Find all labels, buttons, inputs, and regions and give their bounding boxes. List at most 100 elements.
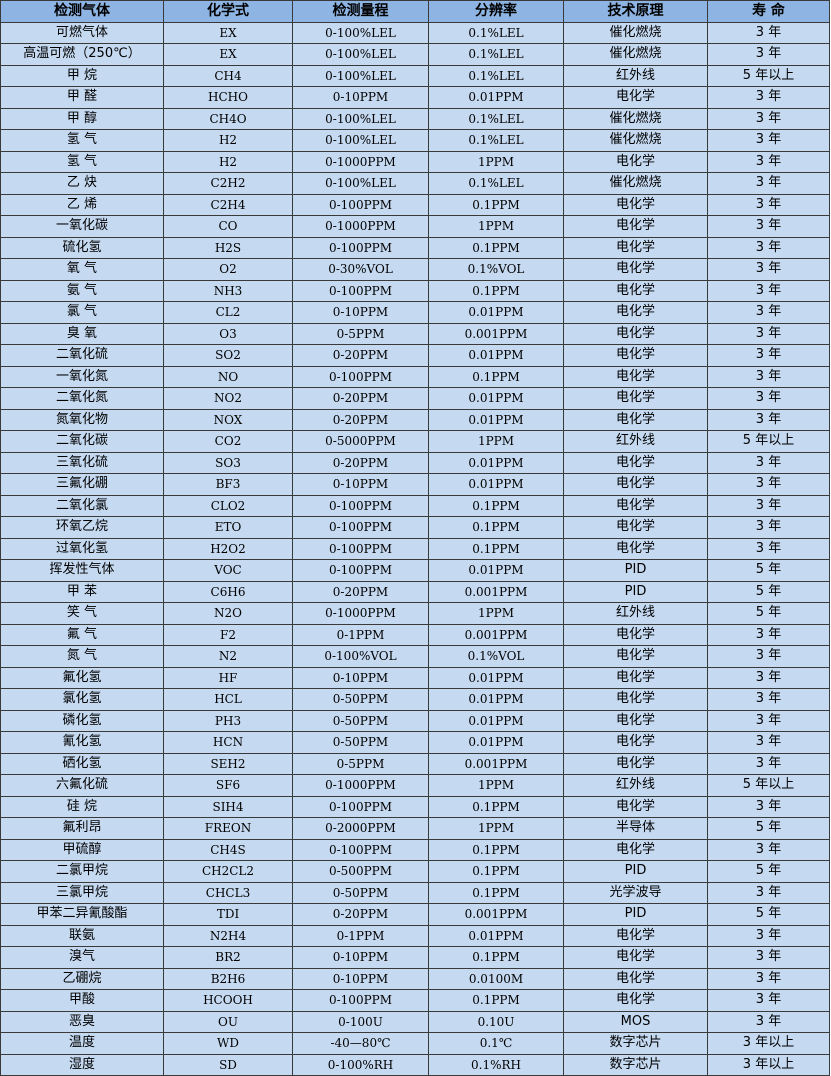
cell-principle: 电化学 <box>563 451 708 474</box>
cell-resolution: 0.1PPM <box>428 860 564 883</box>
cell-gas: 三氧化硫 <box>0 451 164 474</box>
cell-gas: 甲酸 <box>0 989 164 1012</box>
cell-resolution: 0.01PPM <box>428 924 564 947</box>
cell-gas: 氢 气 <box>0 150 164 173</box>
cell-gas: 磷化氢 <box>0 709 164 732</box>
cell-lifespan: 5 年 <box>707 860 830 883</box>
cell-resolution: 0.01PPM <box>428 387 564 410</box>
cell-resolution: 1PPM <box>428 817 564 840</box>
cell-resolution: 1PPM <box>428 774 564 797</box>
cell-formula: TDI <box>163 903 293 926</box>
cell-range: 0-1000PPM <box>292 602 429 625</box>
cell-lifespan: 3 年 <box>707 666 830 689</box>
cell-gas: 硅 烷 <box>0 795 164 818</box>
table-row: 硫化氢 H2S 0-100PPM 0.1PPM 电化学 3 年 <box>0 236 830 259</box>
cell-formula: H2O2 <box>163 537 293 560</box>
cell-principle: 电化学 <box>563 731 708 754</box>
cell-lifespan: 3 年 <box>707 107 830 130</box>
cell-resolution: 0.1PPM <box>428 279 564 302</box>
cell-range: 0-50PPM <box>292 881 429 904</box>
cell-formula: NOX <box>163 408 293 431</box>
table-row: 笑 气 N2O 0-1000PPM 1PPM 红外线 5 年 <box>0 602 830 625</box>
cell-gas: 环氧乙烷 <box>0 516 164 539</box>
cell-range: 0-50PPM <box>292 709 429 732</box>
cell-resolution: 0.1PPM <box>428 365 564 388</box>
cell-range: 0-20PPM <box>292 408 429 431</box>
cell-resolution: 0.01PPM <box>428 86 564 109</box>
cell-range: 0-30%VOL <box>292 258 429 281</box>
cell-gas: 挥发性气体 <box>0 559 164 582</box>
cell-principle: 红外线 <box>563 602 708 625</box>
header-principle: 技术原理 <box>563 0 708 23</box>
cell-gas: 氢 气 <box>0 129 164 152</box>
cell-formula: CO <box>163 215 293 238</box>
table-row: 甲 苯 C6H6 0-20PPM 0.001PPM PID 5 年 <box>0 580 830 603</box>
cell-resolution: 1PPM <box>428 215 564 238</box>
cell-resolution: 0.1%LEL <box>428 129 564 152</box>
cell-range: 0-20PPM <box>292 387 429 410</box>
cell-range: 0-100%LEL <box>292 172 429 195</box>
cell-range: 0-50PPM <box>292 688 429 711</box>
cell-lifespan: 3 年 <box>707 946 830 969</box>
cell-resolution: 0.1PPM <box>428 946 564 969</box>
cell-range: 0-1PPM <box>292 924 429 947</box>
cell-formula: O2 <box>163 258 293 281</box>
cell-lifespan: 3 年 <box>707 301 830 324</box>
cell-gas: 三氟化硼 <box>0 473 164 496</box>
table-row: 六氟化硫 SF6 0-1000PPM 1PPM 红外线 5 年以上 <box>0 774 830 797</box>
cell-lifespan: 3 年 <box>707 623 830 646</box>
cell-gas: 硫化氢 <box>0 236 164 259</box>
cell-lifespan: 3 年 <box>707 989 830 1012</box>
cell-gas: 二氯甲烷 <box>0 860 164 883</box>
cell-lifespan: 3 年 <box>707 236 830 259</box>
table-row: 臭 氧 O3 0-5PPM 0.001PPM 电化学 3 年 <box>0 322 830 345</box>
cell-gas: 氮氧化物 <box>0 408 164 431</box>
cell-resolution: 0.1%RH <box>428 1053 564 1076</box>
cell-lifespan: 5 年 <box>707 903 830 926</box>
cell-lifespan: 3 年 <box>707 924 830 947</box>
cell-principle: 电化学 <box>563 236 708 259</box>
header-range: 检测量程 <box>292 0 429 23</box>
table-row: 甲苯二异氰酸酯 TDI 0-20PPM 0.001PPM PID 5 年 <box>0 903 830 926</box>
cell-range: 0-20PPM <box>292 903 429 926</box>
cell-formula: N2H4 <box>163 924 293 947</box>
table-row: 甲酸 HCOOH 0-100PPM 0.1PPM 电化学 3 年 <box>0 989 830 1012</box>
cell-resolution: 0.10U <box>428 1010 564 1033</box>
cell-principle: 电化学 <box>563 301 708 324</box>
cell-range: 0-100%LEL <box>292 129 429 152</box>
cell-gas: 乙 炔 <box>0 172 164 195</box>
cell-range: 0-100%LEL <box>292 107 429 130</box>
cell-formula: CH4 <box>163 64 293 87</box>
cell-range: 0-10PPM <box>292 946 429 969</box>
cell-principle: MOS <box>563 1010 708 1033</box>
cell-lifespan: 3 年 <box>707 172 830 195</box>
cell-gas: 甲苯二异氰酸酯 <box>0 903 164 926</box>
cell-formula: CH2CL2 <box>163 860 293 883</box>
table-row: 二氧化硫 SO2 0-20PPM 0.01PPM 电化学 3 年 <box>0 344 830 367</box>
cell-range: 0-10PPM <box>292 666 429 689</box>
cell-gas: 六氟化硫 <box>0 774 164 797</box>
cell-gas: 硒化氢 <box>0 752 164 775</box>
cell-principle: 电化学 <box>563 86 708 109</box>
table-row: 氯 气 CL2 0-10PPM 0.01PPM 电化学 3 年 <box>0 301 830 324</box>
cell-resolution: 0.01PPM <box>428 451 564 474</box>
cell-formula: NH3 <box>163 279 293 302</box>
cell-gas: 甲 苯 <box>0 580 164 603</box>
cell-principle: 电化学 <box>563 365 708 388</box>
cell-gas: 二氧化氯 <box>0 494 164 517</box>
table-row: 二氧化氮 NO2 0-20PPM 0.01PPM 电化学 3 年 <box>0 387 830 410</box>
cell-resolution: 0.1PPM <box>428 494 564 517</box>
cell-range: 0-100%VOL <box>292 645 429 668</box>
cell-gas: 甲 烷 <box>0 64 164 87</box>
cell-range: 0-2000PPM <box>292 817 429 840</box>
cell-formula: HCN <box>163 731 293 754</box>
table-row: 可燃气体 EX 0-100%LEL 0.1%LEL 催化燃烧 3 年 <box>0 21 830 44</box>
cell-principle: PID <box>563 559 708 582</box>
cell-resolution: 0.01PPM <box>428 408 564 431</box>
cell-range: 0-100U <box>292 1010 429 1033</box>
cell-range: 0-5PPM <box>292 752 429 775</box>
cell-formula: CH4S <box>163 838 293 861</box>
cell-resolution: 0.001PPM <box>428 580 564 603</box>
cell-resolution: 0.01PPM <box>428 301 564 324</box>
cell-resolution: 0.01PPM <box>428 688 564 711</box>
